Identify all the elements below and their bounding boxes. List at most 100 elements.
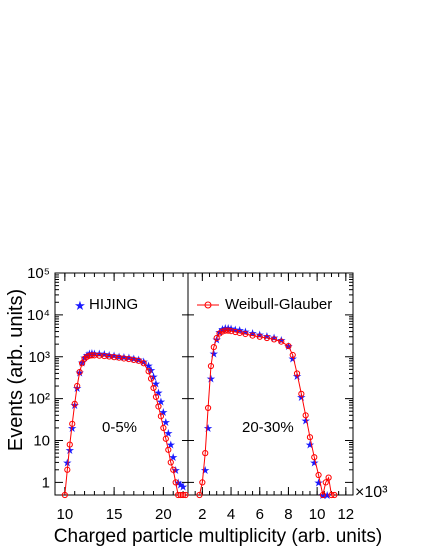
data-point-weibull-glauber — [306, 434, 314, 441]
data-point-weibull-glauber — [236, 329, 243, 337]
series-line-weibull-glauber — [198, 330, 335, 496]
data-point-weibull-glauber — [293, 370, 301, 377]
data-point-weibull-glauber — [242, 330, 249, 338]
x-tick-label: 10 — [309, 506, 326, 523]
data-point-hijing: ★ — [176, 479, 186, 491]
data-point-weibull-glauber — [204, 404, 212, 412]
data-point-weibull-glauber — [71, 400, 78, 407]
data-point-weibull-glauber — [311, 454, 318, 461]
x-tick-label: 4 — [227, 506, 235, 523]
data-point-weibull-glauber — [270, 336, 278, 343]
x-tick-label: 12 — [337, 506, 354, 523]
data-point-hijing: ★ — [203, 423, 213, 435]
data-point-weibull-glauber — [140, 360, 147, 367]
y-tick-label: 10⁴ — [27, 307, 50, 324]
data-point-hijing: ★ — [276, 335, 286, 347]
y-axis-title: Events (arb. units) — [5, 289, 27, 451]
data-point-weibull-glauber — [145, 368, 152, 375]
data-point-weibull-glauber — [289, 351, 296, 359]
data-point-weibull-glauber — [219, 328, 226, 335]
data-point-hijing: ★ — [163, 428, 173, 440]
data-point-weibull-glauber — [172, 479, 179, 486]
data-point-weibull-glauber — [162, 435, 169, 442]
data-point-hijing: ★ — [292, 371, 302, 383]
data-point-weibull-glauber — [179, 491, 187, 499]
data-point-weibull-glauber — [170, 466, 177, 473]
data-point-hijing: ★ — [151, 378, 161, 390]
data-point-weibull-glauber — [331, 491, 338, 499]
data-point-weibull-glauber — [222, 327, 229, 334]
data-point-weibull-glauber — [302, 412, 309, 419]
data-point-weibull-glauber — [61, 491, 68, 499]
y-tick-label: 10⁵ — [27, 265, 50, 282]
data-point-weibull-glauber — [227, 327, 235, 335]
data-point-weibull-glauber — [66, 441, 73, 448]
data-point-weibull-glauber — [167, 459, 174, 466]
data-point-hijing: ★ — [262, 331, 272, 343]
x-tick-label: 8 — [284, 506, 292, 523]
data-point-weibull-glauber — [328, 491, 335, 499]
data-point-weibull-glauber — [202, 450, 209, 457]
panel-frame-1 — [187, 272, 354, 496]
y-tick-label: 10 — [33, 433, 50, 450]
data-point-hijing: ★ — [94, 349, 104, 361]
data-point-hijing: ★ — [200, 465, 210, 477]
data-point-weibull-glauber — [69, 420, 76, 427]
data-point-hijing: ★ — [305, 440, 315, 452]
data-point-hijing: ★ — [235, 325, 245, 337]
legend: ★ HIJING Weibull-Glauber — [74, 296, 332, 313]
data-point-hijing: ★ — [156, 397, 166, 409]
data-point-weibull-glauber — [256, 333, 263, 340]
x-tick-label: 6 — [256, 506, 264, 523]
data-point-weibull-glauber — [88, 352, 96, 359]
data-point-hijing: ★ — [314, 477, 324, 489]
panel-annotation-20-30pct: 20-30% — [242, 419, 294, 436]
x-multiplier-label: ×10³ — [355, 484, 388, 501]
legend-star-marker: ★ — [74, 298, 86, 313]
x-tick-label: 20 — [155, 506, 172, 523]
data-point-hijing: ★ — [139, 356, 149, 368]
data-point-weibull-glauber — [322, 479, 329, 486]
data-point-hijing: ★ — [166, 440, 176, 452]
data-point-weibull-glauber — [76, 369, 83, 376]
data-point-hijing: ★ — [99, 349, 109, 361]
data-point-weibull-glauber — [199, 479, 206, 486]
data-point-weibull-glauber — [78, 360, 86, 367]
data-point-hijing: ★ — [144, 360, 154, 372]
data-point-weibull-glauber — [285, 342, 292, 350]
data-point-weibull-glauber — [210, 344, 217, 351]
data-point-weibull-glauber — [298, 390, 305, 397]
data-point-hijing: ★ — [318, 490, 328, 502]
data-point-weibull-glauber — [64, 466, 71, 473]
data-point-weibull-glauber — [213, 334, 220, 342]
data-point-hijing: ★ — [255, 329, 265, 341]
data-point-weibull-glauber — [319, 491, 326, 499]
data-point-hijing: ★ — [178, 481, 188, 493]
data-point-weibull-glauber — [325, 474, 332, 481]
data-point-hijing: ★ — [230, 324, 240, 336]
legend-circle-marker — [204, 301, 212, 309]
data-point-hijing: ★ — [161, 417, 171, 429]
data-point-hijing: ★ — [67, 423, 77, 435]
data-point-hijing: ★ — [154, 388, 164, 400]
data-point-weibull-glauber — [232, 328, 239, 336]
data-point-weibull-glauber — [165, 446, 172, 453]
data-point-hijing: ★ — [288, 354, 298, 366]
data-point-hijing: ★ — [240, 327, 250, 339]
data-point-hijing: ★ — [119, 352, 129, 364]
data-point-weibull-glauber — [147, 375, 155, 382]
panel-annotation-0-5pct: 0-5% — [102, 419, 137, 436]
data-point-weibull-glauber — [74, 382, 81, 390]
data-point-hijing: ★ — [209, 348, 219, 360]
data-point-hijing: ★ — [296, 392, 306, 404]
x-axis-title: Charged particle multiplicity (arb. unit… — [54, 526, 382, 547]
data-point-weibull-glauber — [152, 393, 160, 401]
x-tick-label: 2 — [198, 506, 206, 523]
data-point-hijing: ★ — [322, 490, 332, 502]
x-tick-label: 10 — [57, 506, 74, 523]
y-tick-label: 10³ — [28, 349, 50, 366]
data-point-hijing: ★ — [220, 323, 230, 335]
legend-label-weibull-glauber: Weibull-Glauber — [225, 296, 332, 313]
data-point-hijing: ★ — [309, 457, 319, 469]
